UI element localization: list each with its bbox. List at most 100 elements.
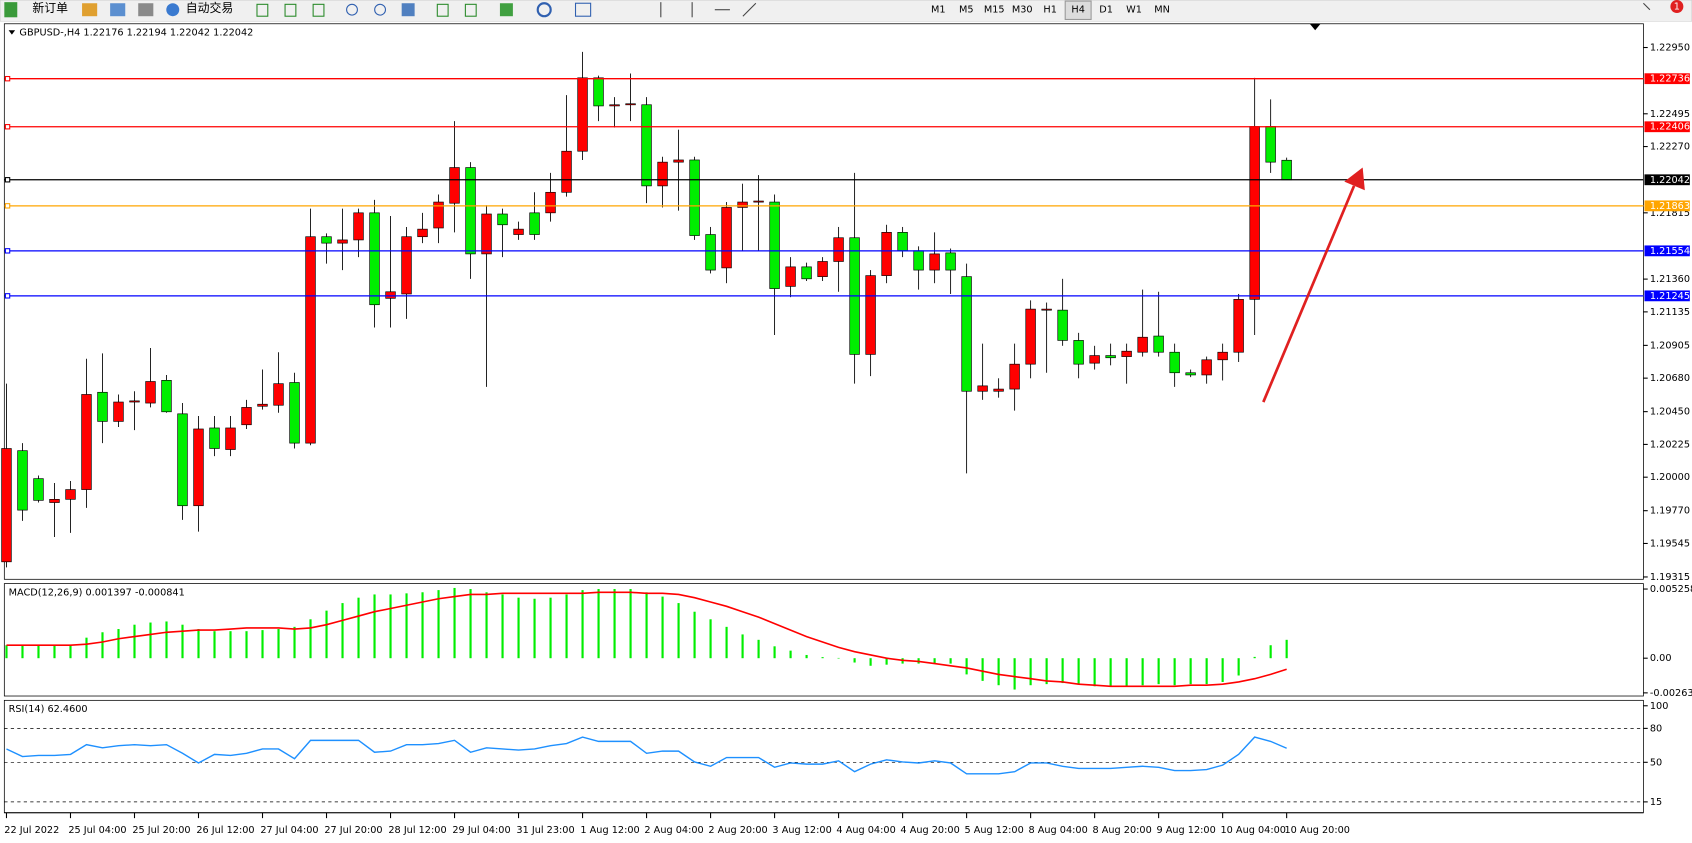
candle-body [641,104,652,187]
notification[interactable]: 1 [1670,0,1684,13]
auto-trading-button[interactable]: 自动交易 [166,1,233,17]
macd-bar [821,657,824,659]
y-tick-label: -0.002636 [1650,688,1692,699]
candle-body [801,266,812,280]
macd-bar [293,626,296,659]
candle-body [289,382,300,444]
button-label: 自动交易 [186,1,233,15]
y-tick-label: 1.19770 [1650,506,1690,517]
macd-bar [661,596,664,659]
macd-bar [229,631,232,659]
candle-body [161,380,172,413]
price-level-label: 1.21863 [1650,201,1690,212]
candle-body [913,250,924,271]
candle-body [449,167,460,204]
tool-icons [256,2,1651,18]
candle-body [945,252,956,271]
price-level-tag [1644,121,1690,133]
macd-bar [965,658,968,675]
icon [499,3,513,17]
price-level-label: 1.22736 [1650,74,1690,85]
price-level-handle [4,177,11,183]
price-level-handle [4,124,11,130]
panel-label: GBPUSD-,H4 1.22176 1.22194 1.22042 1.220… [19,27,253,38]
y-tick-label: 1.22495 [1650,109,1690,120]
y-tick-label: 1.20680 [1650,373,1690,384]
plot-area: 1.22950 1.22495 1.22270 1.21815 1.21360 1.211… [0,21,1692,843]
macd-bar [773,646,776,659]
macd-bar [1077,658,1080,685]
candle-body [401,236,412,295]
macd-bar [517,597,520,659]
macd-bar [85,637,88,659]
panel [3,23,1644,580]
candle-body [481,213,492,255]
price-level-tag [1644,174,1690,186]
candle-body [545,191,556,214]
candle-body [817,261,828,277]
macd-bar [1013,658,1016,690]
x-tick-label: 2 Aug 04:00 [644,825,703,836]
button-label: 新订单 [32,1,68,15]
macd-bar [165,621,168,659]
candle-body [257,403,268,407]
y-tick-label: 50 [1650,757,1662,768]
macd-bar [501,594,504,659]
icon [110,3,126,17]
candle-body [1201,359,1212,376]
macd-bar [725,626,728,659]
price-level-label: 1.21245 [1650,291,1690,302]
icon [346,3,358,16]
candle-body [497,213,508,226]
x-tick-label: 10 Aug 04:00 [1220,825,1286,836]
badge [1670,0,1684,13]
arrow-shaft [1262,185,1356,403]
candle-body [865,275,876,355]
panel-label: MACD(12,26,9) 0.001397 -0.000841 [9,587,185,598]
macd-bar [997,658,1000,686]
y-tick-label: 1.21360 [1650,274,1690,285]
panel [3,583,1644,697]
y-tick-label: 1.21815 [1650,208,1690,219]
macd-bar [789,650,792,659]
macd-bar [325,610,328,659]
icon [166,3,180,17]
x-tick-label: 28 Jul 12:00 [388,825,446,836]
price-level-handle [4,248,11,254]
y-tick-label: 1.22270 [1650,142,1690,153]
candle-body [305,236,316,444]
x-tick-label: 3 Aug 12:00 [772,825,831,836]
y-tick-label: 1.20905 [1650,340,1690,351]
macd-bar [949,658,952,664]
macd-bar [357,597,360,659]
candle-body [753,200,764,203]
macd-bar [837,657,840,659]
candle-body [209,427,220,449]
price-level-handle [4,293,11,299]
candle-body [1153,335,1164,353]
new-order-button[interactable]: 新订单 [4,1,68,18]
macd-bar [485,592,488,659]
menu-marker [8,30,16,35]
icon [742,2,757,17]
candle-body [241,407,252,426]
macd-bar [1253,656,1256,659]
macd-bar [21,645,24,659]
candle-body [673,159,684,163]
timeframe-button[interactable] [1064,0,1092,20]
icon [374,3,387,16]
y-tick-label: 0.00 [1650,653,1672,664]
candle-body [1233,299,1244,353]
macd-bar [741,634,744,659]
macd-bar [1125,658,1128,687]
icon [1643,2,1651,11]
candle-body [1265,126,1276,163]
y-tick-label: 1.19545 [1650,538,1690,549]
macd-bar [1189,658,1192,685]
badge-count: 1 [1674,1,1680,12]
macd-bar [565,594,568,659]
candle-body [113,401,124,422]
timeframe-label: H4 [1071,5,1084,16]
